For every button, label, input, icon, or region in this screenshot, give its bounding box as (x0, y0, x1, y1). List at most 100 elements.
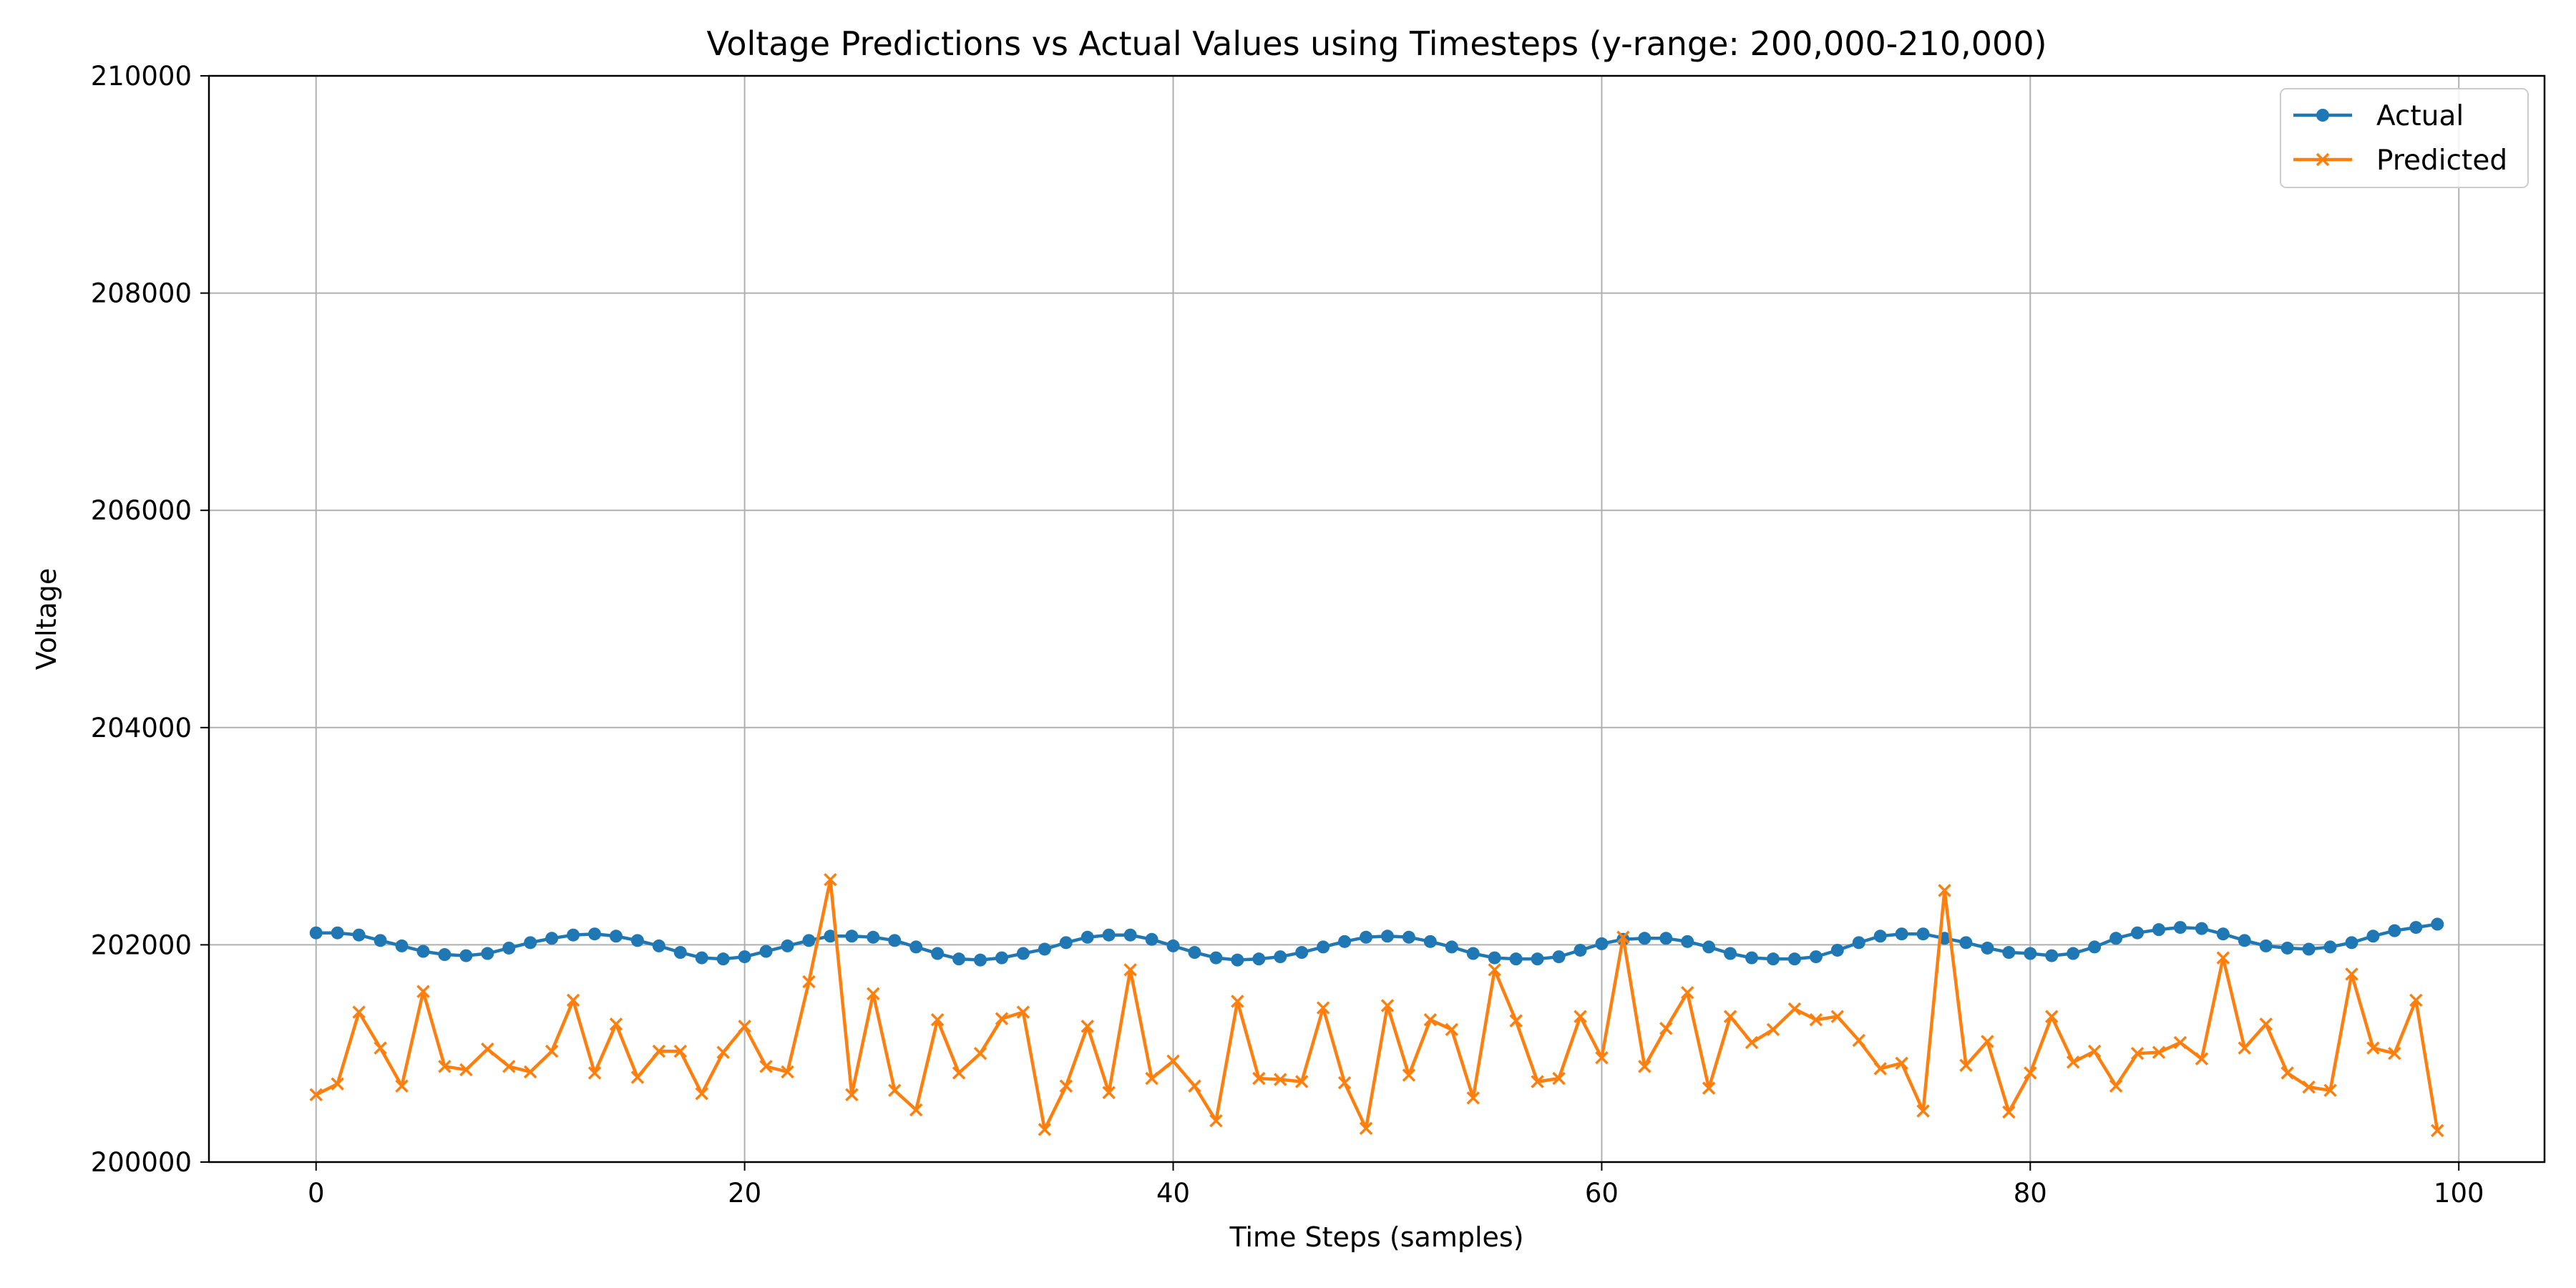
data-point-predicted (1445, 1023, 1459, 1037)
data-point-predicted (1723, 1010, 1737, 1023)
plot-frame (208, 74, 2546, 1163)
plot-series (309, 873, 2444, 1138)
data-point-predicted (1102, 1085, 1116, 1100)
data-point-actual (1681, 935, 1694, 948)
x-tick-label: 80 (2014, 1178, 2047, 1209)
data-point-actual (481, 947, 494, 960)
data-point-actual (1360, 930, 1373, 944)
data-point-predicted (2152, 1045, 2166, 1059)
data-point-actual (1852, 936, 1865, 950)
legend-label-actual: Actual (2376, 100, 2464, 132)
data-point-predicted (1938, 884, 1951, 897)
data-point-predicted (1809, 1013, 1823, 1027)
data-point-actual (2152, 923, 2165, 937)
x-tick-label: 100 (2434, 1178, 2484, 1209)
data-point-actual (1188, 946, 1201, 960)
data-point-predicted (1359, 1121, 1373, 1136)
data-point-predicted (1766, 1023, 1780, 1037)
data-point-actual (1981, 941, 1994, 955)
data-point-actual (1038, 942, 1051, 956)
data-point-actual (759, 945, 773, 958)
data-point-predicted (845, 1088, 859, 1102)
data-point-predicted (930, 1013, 945, 1027)
x-tick-label: 0 (308, 1178, 325, 1209)
data-point-actual (1402, 930, 1415, 944)
data-point-actual (1209, 951, 1223, 965)
data-point-actual (1552, 950, 1566, 964)
data-point-predicted (1959, 1058, 1973, 1073)
data-point-predicted (1188, 1079, 1201, 1093)
legend-box (2280, 88, 2529, 188)
data-point-actual (738, 950, 751, 964)
data-point-predicted (716, 1045, 730, 1059)
y-tick-label: 210000 (91, 61, 192, 92)
x-tick-label: 40 (1156, 1178, 1190, 1209)
data-point-actual (2002, 946, 2016, 960)
data-point-actual (1488, 951, 1501, 965)
data-point-actual (1873, 930, 1887, 943)
data-point-predicted (824, 873, 837, 887)
data-point-actual (2366, 930, 2380, 943)
data-point-predicted (1337, 1075, 1352, 1090)
data-point-predicted (1916, 1104, 1930, 1118)
data-point-predicted (1274, 1073, 1287, 1086)
legend-entries: Actual Predicted (2293, 100, 2507, 177)
data-point-actual (2216, 927, 2230, 941)
data-point-predicted (695, 1087, 708, 1101)
data-point-actual (1574, 943, 1587, 957)
data-point-actual (1809, 950, 1823, 964)
data-point-predicted (609, 1017, 623, 1031)
data-point-predicted (2366, 1041, 2380, 1055)
data-point-predicted (2302, 1080, 2316, 1094)
data-point-predicted (2087, 1044, 2102, 1058)
data-point-predicted (781, 1065, 794, 1079)
data-point-actual (1252, 952, 1266, 966)
data-point-predicted (309, 1088, 323, 1102)
data-point-predicted (2045, 1010, 2059, 1023)
data-point-actual (2388, 924, 2401, 937)
data-point-actual (331, 926, 344, 940)
data-point-predicted (2238, 1041, 2252, 1055)
data-point-predicted (652, 1044, 666, 1058)
data-point-predicted (1466, 1091, 1480, 1105)
y-axis-ticks: 200000 202000 204000 206000 208000 210000 (91, 61, 209, 1178)
data-point-predicted (2280, 1066, 2294, 1080)
data-point-actual (2323, 940, 2337, 954)
data-point-predicted (352, 1005, 366, 1019)
data-point-predicted (1294, 1075, 1309, 1088)
data-point-actual (1080, 930, 1094, 944)
data-point-actual (1059, 936, 1073, 950)
data-point-actual (1423, 935, 1437, 948)
data-point-actual (2345, 936, 2358, 950)
y-tick-label: 204000 (91, 713, 192, 743)
series-line-actual (316, 922, 2438, 962)
data-point-actual (1531, 952, 1544, 966)
data-point-actual (2109, 932, 2123, 945)
data-point-predicted (2130, 1046, 2145, 1060)
data-point-actual (588, 927, 602, 941)
data-point-predicted (1552, 1071, 1566, 1085)
data-point-actual (1638, 932, 1652, 945)
y-tick-label: 206000 (91, 495, 192, 526)
data-point-predicted (1981, 1035, 1994, 1048)
data-point-predicted (1380, 999, 1395, 1013)
data-point-actual (1123, 928, 1137, 942)
data-point-actual (1595, 937, 1609, 950)
y-tick-label: 200000 (91, 1147, 192, 1178)
data-point-predicted (2409, 993, 2423, 1008)
data-point-actual (2238, 934, 2251, 947)
series-line-predicted (315, 878, 2439, 1131)
data-point-actual (1916, 927, 1930, 941)
legend-entry-predicted: Predicted (2293, 145, 2507, 177)
data-point-predicted (1830, 1010, 1845, 1023)
data-point-predicted (1787, 1002, 1802, 1016)
y-axis-label: Voltage (31, 568, 62, 670)
data-point-actual (2302, 942, 2316, 956)
legend-marker-actual (2316, 109, 2329, 122)
data-point-actual (2195, 922, 2208, 935)
data-point-predicted (587, 1066, 602, 1080)
data-point-predicted (630, 1070, 645, 1084)
data-point-predicted (909, 1103, 923, 1117)
data-point-actual (995, 951, 1008, 965)
